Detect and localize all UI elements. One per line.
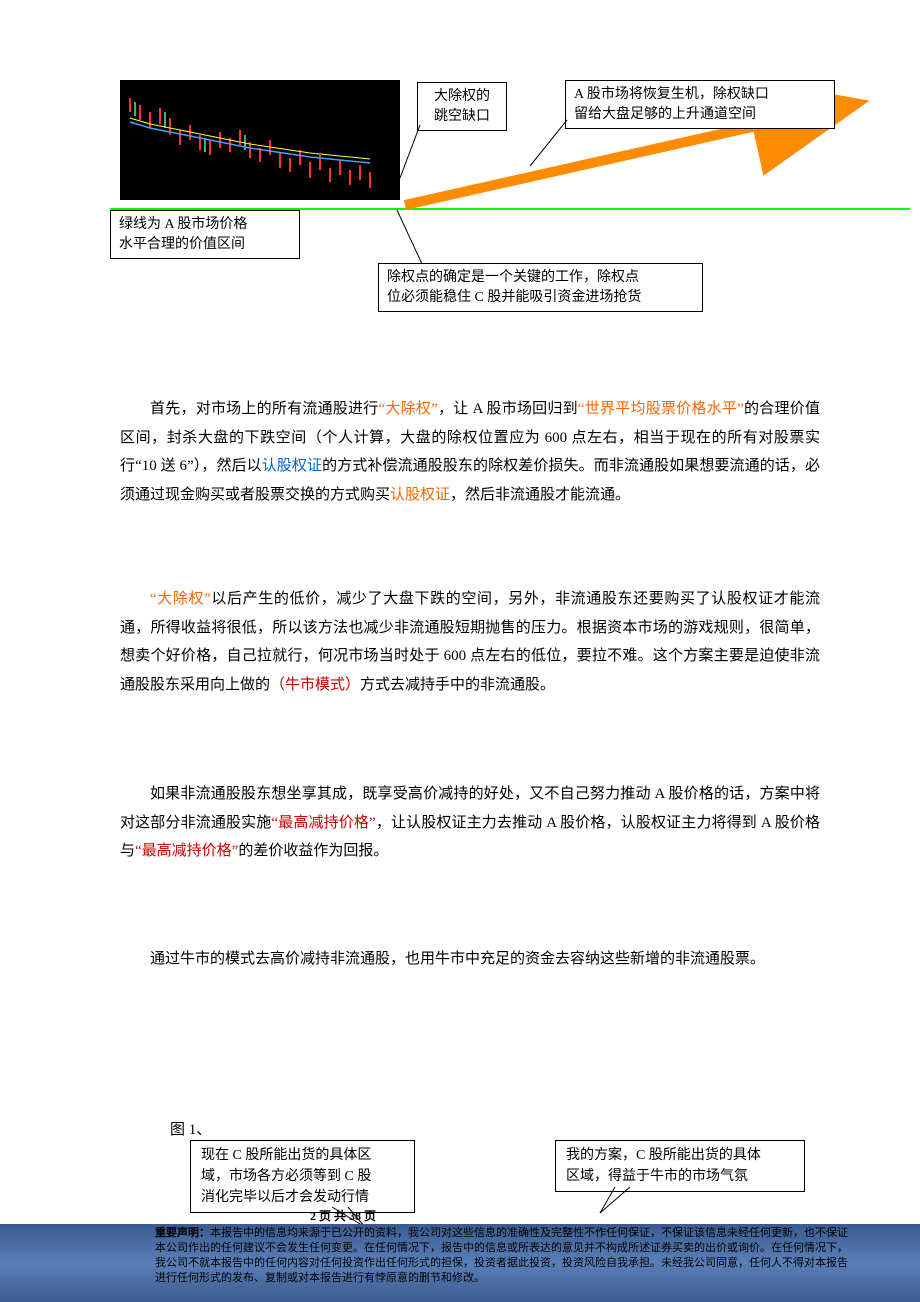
chart-svg — [120, 80, 400, 200]
callout-recover-tail — [525, 118, 575, 168]
paragraph-4: 通过牛市的模式去高价减持非流通股，也用牛市中充足的资金去容纳这些新增的非流通股票… — [120, 945, 820, 974]
p1-hl3: 认股权证 — [262, 458, 322, 474]
p1-mid1: ，让 A 股市场回归到 — [438, 401, 578, 417]
callout-gap-text: 大除权的 跳空缺口 — [434, 89, 490, 124]
p1-end: ，然后非流通股才能流通。 — [450, 487, 630, 503]
p3-end: 的差价收益作为回报。 — [238, 843, 388, 859]
footer-text: 本报告中的信息均来源于已公开的资料，我公司对这些信息的准确性及完整性不作任何保证… — [155, 1227, 848, 1284]
callout-recover-text: A 股市场将恢复生机，除权缺口 留给大盘足够的上升通道空间 — [574, 87, 769, 122]
callout-recover: A 股市场将恢复生机，除权缺口 留给大盘足够的上升通道空间 — [565, 80, 835, 129]
callout-point: 除权点的确定是一个关键的工作，除权点 位必须能稳住 C 股并能吸引资金进场抢货 — [378, 263, 703, 312]
callout-green-text: 绿线为 A 股市场价格 水平合理的价值区间 — [119, 217, 247, 252]
p1-hl4: 认股权证 — [390, 487, 450, 503]
footer-disclaimer: 重要声明：本报告中的信息均来源于已公开的资料，我公司对这些信息的准确性及完整性不… — [155, 1226, 855, 1285]
bottom-callout-right: 我的方案，C 股所能出货的具体 区域，得益于牛市的市场气氛 — [555, 1140, 805, 1192]
p3-hl1: “最高减持价格” — [271, 815, 375, 831]
callout-point-text: 除权点的确定是一个关键的工作，除权点 位必须能稳住 C 股并能吸引资金进场抢货 — [387, 270, 641, 305]
bottom-callout-left-text: 现在 C 股所能出货的具体区 域，市场各方必须等到 C 股 消化完毕以后才会发动… — [201, 1148, 371, 1205]
p1-hl2: “世界平均股票价格水平” — [578, 401, 744, 417]
footer-label: 重要声明： — [155, 1227, 210, 1239]
top-diagram: 大除权的 跳空缺口 A 股市场将恢复生机，除权缺口 留给大盘足够的上升通道空间 … — [0, 0, 920, 280]
paragraph-3: 如果非流通股股东想坐享其成，既享受高价减持的好处，又不自己努力推动 A 股价格的… — [120, 780, 820, 866]
callout-green-line: 绿线为 A 股市场价格 水平合理的价值区间 — [110, 210, 300, 259]
stock-chart — [120, 80, 400, 200]
page-number: 2 页 共 38 页 — [310, 1207, 376, 1224]
p2-hl1: “大除权” — [150, 591, 211, 607]
p3-hl2: “最高减持价格” — [135, 843, 238, 859]
callout-point-tail — [392, 208, 432, 266]
p1-pre: 首先，对市场上的所有流通股进行 — [150, 401, 379, 417]
figure-label: 图 1、 — [170, 1118, 211, 1139]
p4-text: 通过牛市的模式去高价减持非流通股，也用牛市中充足的资金去容纳这些新增的非流通股票… — [150, 951, 765, 967]
p2-end: 方式去减持手中的非流通股。 — [360, 677, 555, 693]
bottom-callout-left: 现在 C 股所能出货的具体区 域，市场各方必须等到 C 股 消化完毕以后才会发动… — [190, 1140, 415, 1213]
bottom-callout-right-text: 我的方案，C 股所能出货的具体 区域，得益于牛市的市场气氛 — [566, 1148, 761, 1184]
callout-gap-tail — [395, 123, 425, 183]
p1-hl1: “大除权” — [379, 401, 438, 417]
paragraph-2: “大除权”以后产生的低价，减少了大盘下跌的空间，另外，非流通股东还要购买了认股权… — [120, 585, 820, 699]
p2-hl2: （牛市模式） — [270, 677, 360, 693]
callout-gap: 大除权的 跳空缺口 — [417, 82, 507, 131]
bottom-callout-right-tail — [595, 1185, 635, 1215]
footer: 重要声明：本报告中的信息均来源于已公开的资料，我公司对这些信息的准确性及完整性不… — [0, 1224, 920, 1302]
paragraph-1: 首先，对市场上的所有流通股进行“大除权”，让 A 股市场回归到“世界平均股票价格… — [120, 395, 820, 509]
document-page: 大除权的 跳空缺口 A 股市场将恢复生机，除权缺口 留给大盘足够的上升通道空间 … — [0, 0, 920, 1302]
